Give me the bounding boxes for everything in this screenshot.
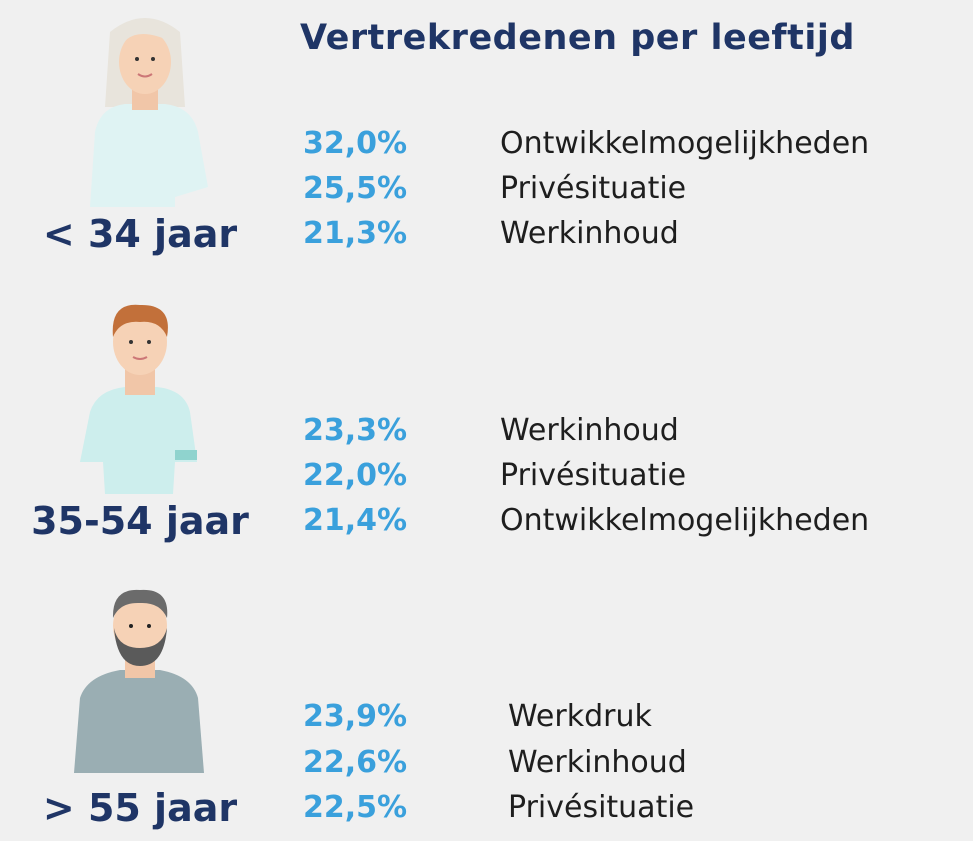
illustration-older (74, 589, 204, 773)
percentage: 23,9% (303, 699, 408, 734)
percentage: 21,4% (303, 503, 408, 538)
age-label: 35-54 jaar (31, 499, 249, 543)
age-label: < 34 jaar (42, 212, 238, 256)
age-label: > 55 jaar (42, 786, 238, 830)
percentage: 32,0% (303, 126, 408, 161)
percentage: 21,3% (303, 216, 408, 251)
reason: Privésituatie (500, 171, 687, 206)
reason: Privésituatie (500, 458, 687, 493)
percentage: 22,6% (303, 745, 408, 780)
percentage: 22,0% (303, 458, 408, 493)
reason: Ontwikkelmogelijkheden (500, 503, 870, 538)
reason: Privésituatie (508, 790, 695, 825)
illustration-young (90, 18, 208, 207)
percentage: 25,5% (303, 171, 408, 206)
percentage: 23,3% (303, 413, 408, 448)
reason: Werkdruk (508, 699, 652, 734)
reason: Werkinhoud (500, 216, 679, 251)
title: Vertrekredenen per leeftijd (300, 18, 855, 58)
reason: Werkinhoud (500, 413, 679, 448)
reason: Werkinhoud (508, 745, 687, 780)
percentage: 22,5% (303, 790, 408, 825)
reason: Ontwikkelmogelijkheden (500, 126, 870, 161)
illustration-middle (80, 304, 197, 494)
